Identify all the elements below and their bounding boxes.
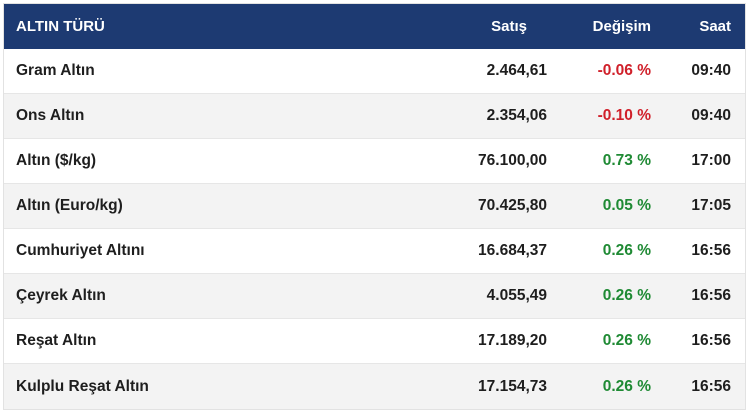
table-row[interactable]: Reşat Altın 17.189,20 0.26 % 16:56 — [4, 319, 745, 364]
header-change[interactable]: Değişim — [592, 18, 651, 35]
sell-price: 16.684,37 — [478, 242, 547, 259]
gold-type-name[interactable]: Altın (Euro/kg) — [16, 197, 123, 214]
header-time[interactable]: Saat — [699, 18, 731, 35]
sell-price: 76.100,00 — [478, 152, 547, 169]
update-time: 09:40 — [691, 62, 731, 79]
table-row[interactable]: Cumhuriyet Altını 16.684,37 0.26 % 16:56 — [4, 229, 745, 274]
sell-price: 17.189,20 — [478, 332, 547, 349]
gold-type-name[interactable]: Reşat Altın — [16, 332, 97, 349]
table-row[interactable]: Gram Altın 2.464,61 -0.06 % 09:40 — [4, 49, 745, 94]
table-row[interactable]: Çeyrek Altın 4.055,49 0.26 % 16:56 — [4, 274, 745, 319]
update-time: 17:00 — [691, 152, 731, 169]
change-value: 0.05 % — [602, 197, 651, 214]
update-time: 09:40 — [691, 107, 731, 124]
gold-type-name[interactable]: Altın ($/kg) — [16, 152, 97, 169]
update-time: 16:56 — [691, 332, 731, 349]
gold-type-name[interactable]: Gram Altın — [16, 62, 95, 79]
change-value: -0.10 % — [597, 107, 651, 124]
change-value: 0.26 % — [602, 242, 651, 259]
sell-price: 2.464,61 — [486, 62, 547, 79]
update-time: 16:56 — [691, 377, 731, 395]
change-value: 0.73 % — [602, 152, 651, 169]
gold-type-name[interactable]: Kulplu Reşat Altın — [16, 377, 149, 395]
update-time: 16:56 — [691, 242, 731, 259]
table-row[interactable]: Altın (Euro/kg) 70.425,80 0.05 % 17:05 — [4, 184, 745, 229]
header-gold-type[interactable]: ALTIN TÜRÜ — [16, 18, 105, 35]
update-time: 17:05 — [691, 197, 731, 214]
update-time: 16:56 — [691, 287, 731, 304]
table-row[interactable]: Altın ($/kg) 76.100,00 0.73 % 17:00 — [4, 139, 745, 184]
sell-price: 4.055,49 — [486, 287, 547, 304]
gold-type-name[interactable]: Cumhuriyet Altını — [16, 242, 145, 259]
gold-type-name[interactable]: Çeyrek Altın — [16, 287, 106, 304]
header-sell-price[interactable]: Satış — [491, 18, 527, 35]
change-value: -0.06 % — [597, 62, 651, 79]
sell-price: 70.425,80 — [478, 197, 547, 214]
gold-price-table: ALTIN TÜRÜ Satış Değişim Saat Gram Altın… — [3, 3, 746, 410]
change-value: 0.26 % — [602, 332, 651, 349]
table-row[interactable]: Kulplu Reşat Altın 17.154,73 0.26 % 16:5… — [4, 364, 745, 409]
table-row[interactable]: Ons Altın 2.354,06 -0.10 % 09:40 — [4, 94, 745, 139]
change-value: 0.26 % — [602, 377, 651, 395]
gold-type-name[interactable]: Ons Altın — [16, 107, 85, 124]
change-value: 0.26 % — [602, 287, 651, 304]
sell-price: 17.154,73 — [478, 377, 547, 395]
table-header: ALTIN TÜRÜ Satış Değişim Saat — [4, 4, 745, 49]
sell-price: 2.354,06 — [486, 107, 547, 124]
